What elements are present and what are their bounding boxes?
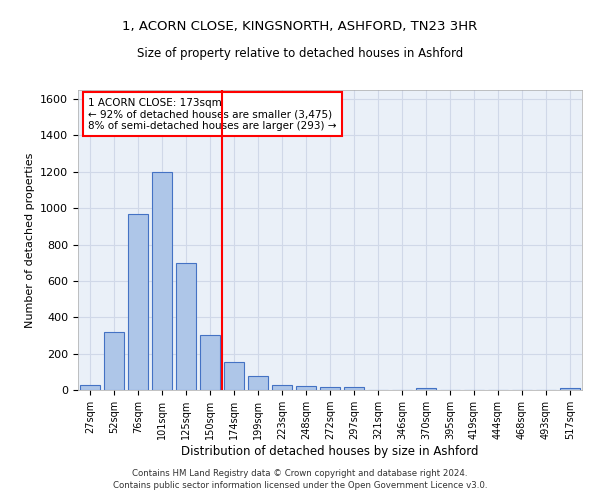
Bar	[416, 388, 436, 390]
Bar	[80, 384, 100, 390]
Bar	[560, 388, 580, 390]
Bar	[344, 388, 364, 390]
Bar	[152, 172, 172, 390]
Bar	[200, 336, 220, 390]
Text: 1 ACORN CLOSE: 173sqm
← 92% of detached houses are smaller (3,475)
8% of semi-de: 1 ACORN CLOSE: 173sqm ← 92% of detached …	[88, 98, 337, 130]
Y-axis label: Number of detached properties: Number of detached properties	[25, 152, 35, 328]
Bar	[296, 386, 316, 390]
Bar	[224, 362, 244, 390]
Bar	[320, 388, 340, 390]
Text: Contains HM Land Registry data © Crown copyright and database right 2024.
Contai: Contains HM Land Registry data © Crown c…	[113, 468, 487, 490]
X-axis label: Distribution of detached houses by size in Ashford: Distribution of detached houses by size …	[181, 445, 479, 458]
Bar	[176, 262, 196, 390]
Text: 1, ACORN CLOSE, KINGSNORTH, ASHFORD, TN23 3HR: 1, ACORN CLOSE, KINGSNORTH, ASHFORD, TN2…	[122, 20, 478, 33]
Bar	[272, 384, 292, 390]
Bar	[104, 332, 124, 390]
Text: Size of property relative to detached houses in Ashford: Size of property relative to detached ho…	[137, 48, 463, 60]
Bar	[248, 376, 268, 390]
Bar	[128, 214, 148, 390]
